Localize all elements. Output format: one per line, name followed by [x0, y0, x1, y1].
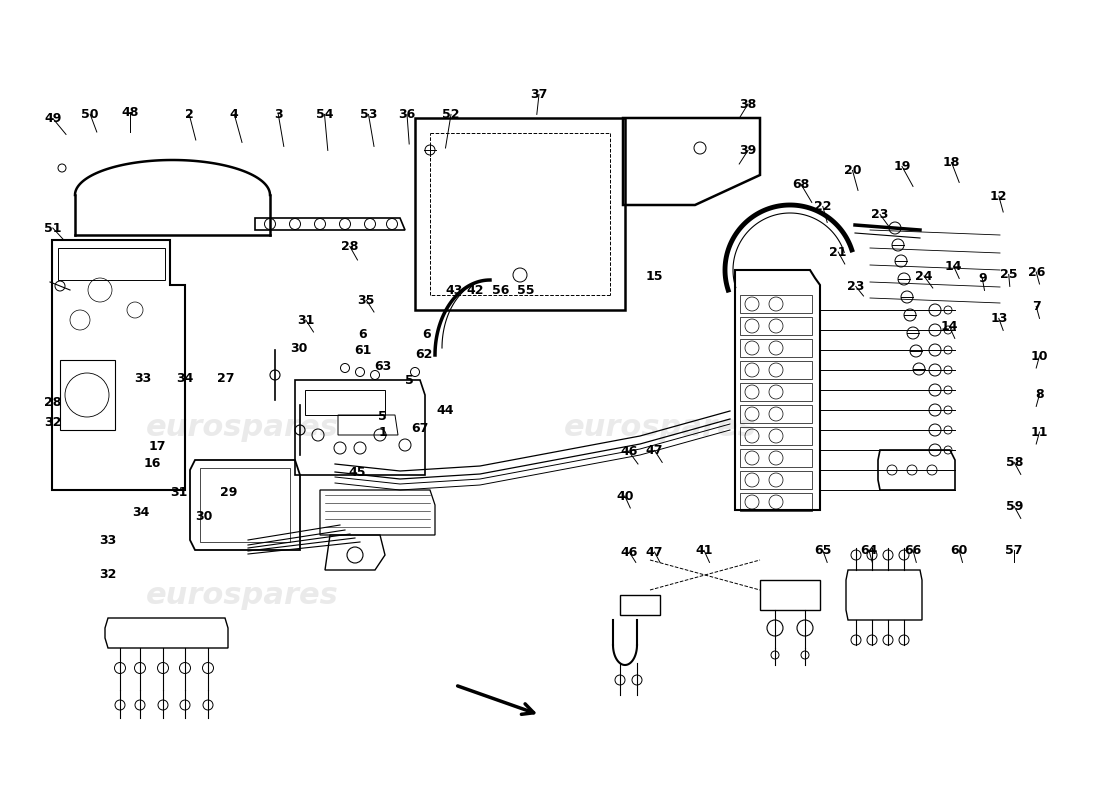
Text: 48: 48 — [121, 106, 139, 118]
Text: eurospares: eurospares — [145, 414, 339, 442]
Text: 65: 65 — [814, 544, 832, 557]
Text: 53: 53 — [360, 108, 377, 121]
Text: 5: 5 — [405, 374, 414, 386]
Text: 18: 18 — [943, 156, 960, 169]
Text: 1: 1 — [378, 426, 387, 438]
Text: 15: 15 — [646, 270, 663, 282]
Text: 26: 26 — [1027, 266, 1045, 278]
Text: 16: 16 — [143, 458, 161, 470]
Text: 54: 54 — [316, 108, 333, 121]
Text: 28: 28 — [341, 240, 359, 253]
Text: 46: 46 — [620, 546, 638, 558]
Text: 67: 67 — [411, 422, 429, 434]
Text: 5: 5 — [378, 410, 387, 422]
Text: 6: 6 — [359, 328, 367, 341]
Text: 4: 4 — [230, 108, 239, 121]
Text: 31: 31 — [297, 314, 315, 326]
Text: eurospares: eurospares — [563, 414, 757, 442]
Text: 11: 11 — [1031, 426, 1048, 438]
Text: 30: 30 — [195, 510, 212, 522]
Text: 30: 30 — [290, 342, 308, 354]
Text: 32: 32 — [44, 416, 62, 429]
Text: 24: 24 — [915, 270, 933, 282]
Text: 39: 39 — [739, 144, 757, 157]
Text: 9: 9 — [978, 272, 987, 285]
Text: 60: 60 — [950, 544, 968, 557]
Text: 12: 12 — [990, 190, 1008, 202]
Text: 34: 34 — [176, 372, 194, 385]
Text: 28: 28 — [44, 396, 62, 409]
Text: 38: 38 — [739, 98, 757, 110]
Text: 56: 56 — [492, 284, 509, 297]
Text: 51: 51 — [44, 222, 62, 234]
Text: 52: 52 — [442, 108, 460, 121]
Text: 10: 10 — [1031, 350, 1048, 362]
Text: 44: 44 — [437, 404, 454, 417]
Text: 61: 61 — [354, 344, 372, 357]
Text: 55: 55 — [517, 284, 535, 297]
Text: 19: 19 — [893, 160, 911, 173]
Text: 43: 43 — [446, 284, 463, 297]
Text: 6: 6 — [422, 328, 431, 341]
Text: 31: 31 — [170, 486, 188, 498]
Text: 32: 32 — [99, 568, 117, 581]
Text: 25: 25 — [1000, 268, 1018, 281]
Text: 33: 33 — [99, 534, 117, 546]
Text: 14: 14 — [940, 320, 958, 333]
Text: 17: 17 — [148, 440, 166, 453]
Text: 22: 22 — [814, 200, 832, 213]
Text: 46: 46 — [620, 446, 638, 458]
Text: 50: 50 — [81, 108, 99, 121]
Text: 59: 59 — [1005, 500, 1023, 513]
Text: 36: 36 — [398, 108, 416, 121]
Text: 21: 21 — [829, 246, 847, 258]
Text: 27: 27 — [217, 372, 234, 385]
Text: 37: 37 — [530, 88, 548, 101]
Text: eurospares: eurospares — [145, 582, 339, 610]
Text: 33: 33 — [134, 372, 152, 385]
Text: 62: 62 — [415, 348, 432, 361]
Text: 23: 23 — [847, 280, 865, 293]
Text: 42: 42 — [466, 284, 484, 297]
Text: 47: 47 — [646, 546, 663, 558]
Text: 2: 2 — [185, 108, 194, 121]
Text: 49: 49 — [44, 112, 62, 125]
Text: 34: 34 — [132, 506, 150, 518]
Text: 23: 23 — [871, 208, 889, 221]
Text: 68: 68 — [792, 178, 810, 190]
Text: 64: 64 — [860, 544, 878, 557]
Text: 66: 66 — [904, 544, 922, 557]
Text: 40: 40 — [616, 490, 634, 502]
Text: 58: 58 — [1005, 456, 1023, 469]
Text: 57: 57 — [1005, 544, 1023, 557]
Text: 14: 14 — [945, 260, 962, 273]
Text: 63: 63 — [374, 360, 392, 373]
Text: 45: 45 — [349, 466, 366, 478]
Text: 47: 47 — [646, 444, 663, 457]
Text: 3: 3 — [274, 108, 283, 121]
Text: 7: 7 — [1032, 300, 1041, 313]
Text: 41: 41 — [695, 544, 713, 557]
Text: 20: 20 — [844, 164, 861, 177]
Text: 29: 29 — [220, 486, 238, 498]
Text: 35: 35 — [358, 294, 375, 306]
Text: 13: 13 — [990, 312, 1008, 325]
Text: 8: 8 — [1035, 388, 1044, 401]
